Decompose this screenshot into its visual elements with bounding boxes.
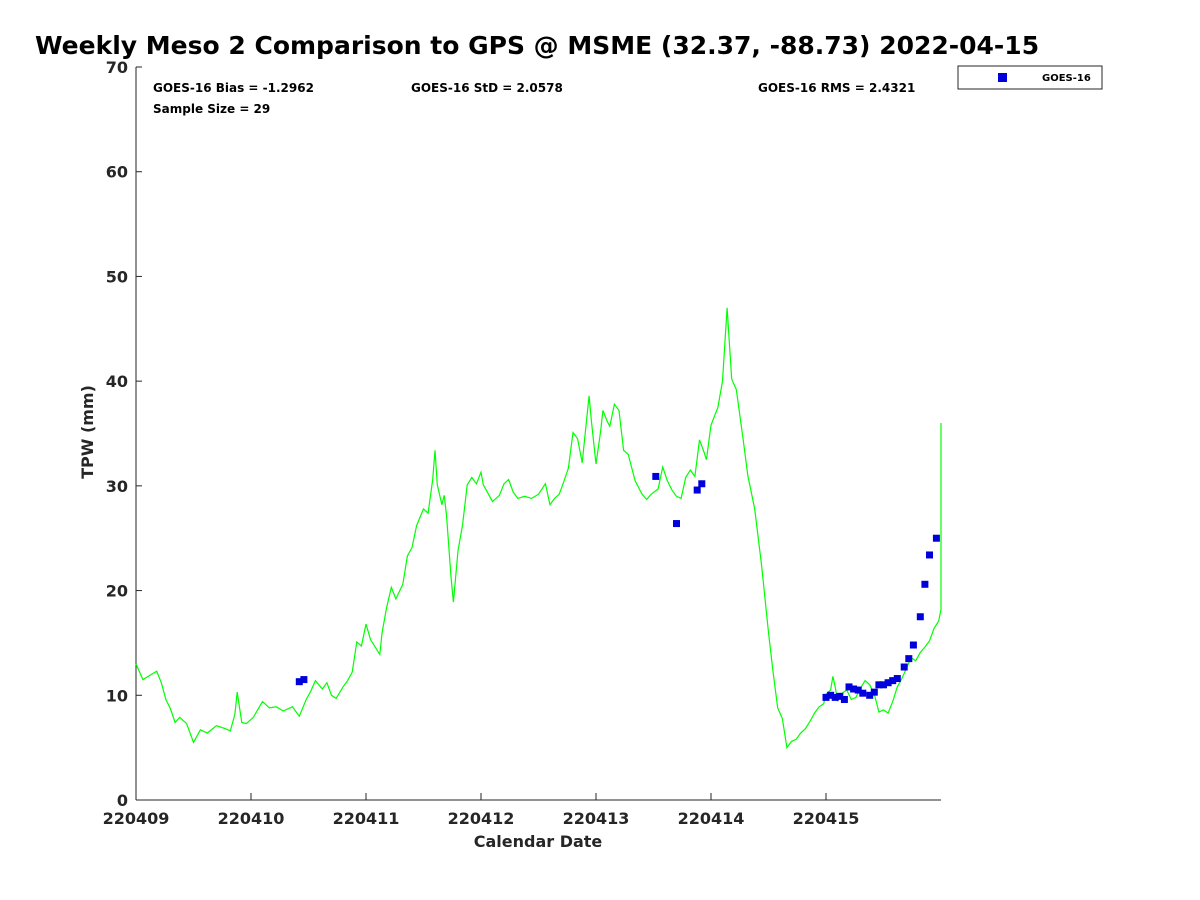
goes16-point — [889, 677, 897, 685]
goes16-point — [905, 655, 913, 663]
x-tick-label: 220411 — [333, 809, 400, 828]
y-tick-label: 40 — [106, 372, 128, 391]
legend-box — [957, 65, 1103, 90]
goes16-point — [926, 551, 933, 559]
goes16-point — [300, 676, 308, 684]
stat-bias: GOES-16 Bias = -1.2962 — [153, 81, 314, 95]
y-ticks: 0 10 20 30 40 50 60 70 — [106, 58, 142, 810]
y-tick-label: 70 — [106, 58, 128, 77]
series-layer — [135, 307, 942, 750]
goes16-point — [652, 472, 660, 480]
y-axis-label: TPW (mm) — [78, 385, 97, 479]
stat-sample-size: Sample Size = 29 — [153, 102, 270, 116]
goes16-point — [836, 692, 844, 700]
x-tick-label: 220412 — [448, 809, 515, 828]
y-tick-label: 60 — [106, 163, 128, 182]
goes16-point — [866, 691, 874, 699]
goes16-point — [698, 480, 706, 488]
y-tick-label: 20 — [106, 582, 128, 601]
goes16-point — [850, 685, 858, 693]
x-tick-label: 220409 — [103, 809, 170, 828]
x-tick-label: 220415 — [793, 809, 860, 828]
goes16-point — [880, 681, 887, 689]
legend-label-goes16: GOES-16 — [1042, 73, 1091, 84]
goes16-point — [893, 675, 901, 683]
goes16-point — [693, 486, 701, 494]
axes — [135, 67, 941, 801]
stats-annotations: GOES-16 Bias = -1.2962 GOES-16 StD = 2.0… — [153, 81, 915, 116]
y-tick-label: 50 — [106, 267, 128, 286]
goes16-point — [840, 695, 848, 703]
goes16-point — [295, 678, 303, 686]
goes16-point — [884, 679, 892, 687]
chart-title: Weekly Meso 2 Comparison to GPS @ MSME (… — [35, 31, 1039, 60]
goes16-point — [870, 688, 878, 696]
legend-marker-goes16 — [998, 73, 1007, 82]
gps-tpw-line — [135, 307, 942, 750]
y-tick-label: 30 — [106, 477, 128, 496]
goes16-point — [831, 693, 839, 701]
goes16-point — [845, 683, 853, 691]
goes16-point — [916, 613, 924, 621]
y-tick-label: 10 — [106, 686, 128, 705]
x-ticks: 220409 220410 220411 220412 220413 220414 2204… — [103, 793, 860, 828]
y-tick-label: 0 — [117, 791, 128, 810]
x-tick-label: 220410 — [218, 809, 285, 828]
goes16-point — [875, 681, 883, 689]
goes16-point — [900, 663, 908, 671]
goes16-point — [827, 691, 835, 699]
goes16-point — [932, 534, 940, 542]
goes16-point — [921, 580, 929, 588]
goes16-point — [859, 689, 867, 697]
goes16-point — [909, 641, 917, 649]
goes16-point — [673, 520, 680, 528]
legend: GOES-16 — [957, 65, 1103, 90]
goes16-point — [822, 693, 830, 701]
x-axis-label: Calendar Date — [474, 832, 603, 851]
x-tick-label: 220413 — [563, 809, 630, 828]
goes16-point — [854, 686, 862, 694]
stat-std: GOES-16 StD = 2.0578 — [411, 81, 563, 95]
stat-rms: GOES-16 RMS = 2.4321 — [758, 81, 915, 95]
x-tick-label: 220414 — [678, 809, 745, 828]
